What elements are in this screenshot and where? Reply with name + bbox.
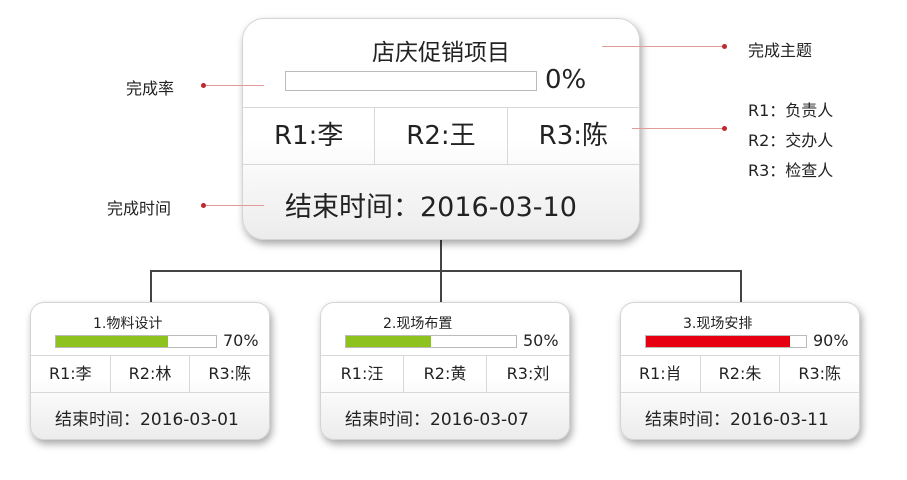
task-card: 2.现场布置 50% R1:汪 R2:黄 R3:刘结束时间：2016-03-07: [320, 302, 570, 440]
main-card: 店庆促销项目 0% R1:李 R2:王 R3:陈 结束时间：2016-03-10: [242, 18, 640, 240]
role-row: R1:汪 R2:黄 R3:刘: [321, 355, 569, 393]
connector: [150, 270, 152, 304]
annotation: 完成时间: [107, 199, 172, 218]
role: R2:朱: [699, 356, 780, 392]
dot: [201, 83, 206, 88]
role: R1:汪: [340, 364, 384, 383]
annotation-line: [632, 128, 724, 129]
annotation: R1：负责人: [748, 101, 834, 120]
role: R3:陈: [779, 356, 859, 392]
role: R3:陈: [189, 356, 269, 392]
role: R1:李: [273, 121, 344, 151]
end-date: 结束时间：2016-03-11: [645, 410, 829, 430]
annotation-line: [206, 85, 264, 86]
progress-track: [55, 335, 217, 348]
progress-label: 0%: [545, 65, 587, 95]
dot: [722, 44, 727, 49]
dot: [722, 126, 727, 131]
annotation-line: [206, 205, 264, 206]
annotation: R2：交办人: [748, 131, 834, 150]
progress-fill: [56, 336, 168, 347]
task-card: 3.现场安排 90% R1:肖 R2:朱 R3:陈结束时间：2016-03-11: [620, 302, 860, 440]
role-row: R1:肖 R2:朱 R3:陈: [621, 355, 859, 393]
progress-track: [285, 71, 537, 91]
role: R2:黄: [403, 356, 486, 392]
progress-label: 50%: [523, 331, 559, 350]
connector: [440, 270, 442, 304]
role-row: R1:李 R2:王 R3:陈: [243, 107, 639, 165]
role: R1:肖: [638, 364, 682, 383]
progress-label: 90%: [813, 331, 849, 350]
annotation: 完成主题: [748, 41, 813, 60]
role: R1:李: [48, 364, 92, 383]
role: R3:陈: [506, 108, 639, 164]
end-date: 结束时间：2016-03-01: [55, 410, 239, 430]
role-row: R1:李 R2:林 R3:陈: [31, 355, 269, 393]
annotation-line: [602, 46, 724, 47]
role: R2:林: [109, 356, 190, 392]
end-date: 结束时间：2016-03-07: [345, 410, 529, 430]
task-title: 3.现场安排: [683, 316, 753, 332]
connector: [440, 238, 442, 272]
connector: [740, 270, 742, 304]
task-card: 1.物料设计 70% R1:李 R2:林 R3:陈结束时间：2016-03-01: [30, 302, 270, 440]
connector: [150, 270, 742, 272]
task-title: 1.物料设计: [93, 316, 163, 332]
progress-track: [345, 335, 517, 348]
annotation: R3：检查人: [748, 161, 834, 180]
dot: [201, 203, 206, 208]
progress-label: 70%: [223, 331, 259, 350]
progress-fill: [646, 336, 790, 347]
end-date: 结束时间：2016-03-10: [285, 192, 577, 223]
main-title: 店庆促销项目: [372, 40, 510, 66]
task-title: 2.现场布置: [383, 316, 453, 332]
progress-fill: [346, 336, 431, 347]
role: R2:王: [374, 108, 506, 164]
role: R3:刘: [486, 356, 569, 392]
annotation: 完成率: [126, 79, 175, 98]
progress-track: [645, 335, 807, 348]
